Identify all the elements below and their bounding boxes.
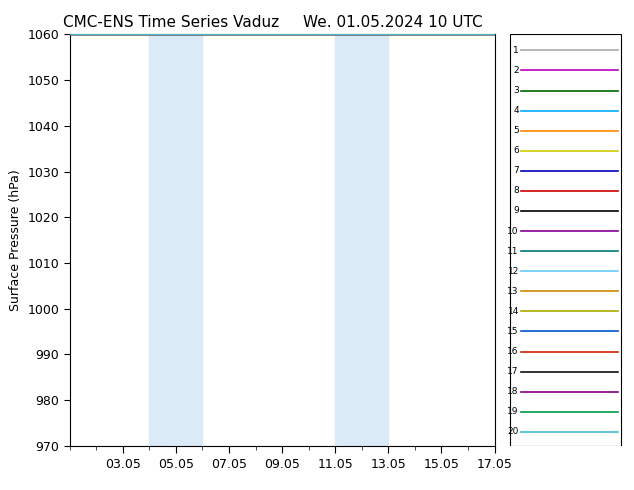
Text: CMC-ENS Time Series Vaduz: CMC-ENS Time Series Vaduz — [63, 15, 279, 30]
Text: 18: 18 — [507, 387, 519, 396]
Text: 14: 14 — [507, 307, 519, 316]
Text: 20: 20 — [507, 427, 519, 437]
Text: 17: 17 — [507, 367, 519, 376]
Text: 3: 3 — [513, 86, 519, 95]
Text: 2: 2 — [514, 66, 519, 75]
Text: We. 01.05.2024 10 UTC: We. 01.05.2024 10 UTC — [303, 15, 483, 30]
Text: 6: 6 — [513, 146, 519, 155]
Text: 15: 15 — [507, 327, 519, 336]
Text: 1: 1 — [513, 46, 519, 55]
Bar — [335, 34, 388, 446]
Text: 9: 9 — [513, 206, 519, 216]
Text: 10: 10 — [507, 226, 519, 236]
Text: 7: 7 — [513, 166, 519, 175]
Text: 8: 8 — [513, 186, 519, 196]
Text: 4: 4 — [514, 106, 519, 115]
Text: 5: 5 — [513, 126, 519, 135]
Text: 19: 19 — [507, 407, 519, 416]
Bar — [150, 34, 202, 446]
Text: 16: 16 — [507, 347, 519, 356]
Text: 11: 11 — [507, 246, 519, 256]
Text: 12: 12 — [507, 267, 519, 276]
Text: 13: 13 — [507, 287, 519, 296]
Y-axis label: Surface Pressure (hPa): Surface Pressure (hPa) — [9, 169, 22, 311]
